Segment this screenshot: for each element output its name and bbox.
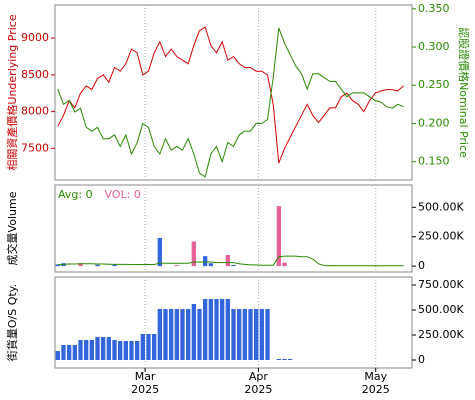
bar bbox=[135, 341, 140, 360]
x-tick-label: Mar 2025 bbox=[131, 370, 160, 396]
panel-frame bbox=[54, 184, 413, 273]
bar bbox=[186, 309, 191, 360]
bar bbox=[197, 309, 202, 360]
bar bbox=[282, 262, 287, 267]
panel-frame bbox=[54, 276, 413, 369]
bar bbox=[203, 299, 208, 360]
bar bbox=[157, 309, 162, 360]
bar bbox=[225, 254, 230, 267]
bar bbox=[140, 334, 145, 360]
y-tick-label: 8000 bbox=[21, 105, 49, 118]
y-tick-label: 0 bbox=[418, 259, 425, 272]
bar bbox=[208, 299, 213, 360]
bar bbox=[191, 241, 196, 267]
bar bbox=[84, 340, 89, 360]
bar bbox=[276, 206, 281, 267]
y-tick-label: 8500 bbox=[21, 68, 49, 81]
bar bbox=[203, 256, 208, 267]
bar bbox=[259, 309, 264, 360]
y-tick-label: 9000 bbox=[21, 31, 49, 44]
bar bbox=[78, 263, 83, 267]
bar bbox=[146, 334, 151, 360]
bar bbox=[208, 263, 213, 267]
bar bbox=[180, 309, 185, 360]
y2-tick-label: 0.350 bbox=[418, 2, 450, 15]
bar bbox=[101, 337, 106, 360]
bar bbox=[225, 299, 230, 360]
bar bbox=[95, 264, 100, 267]
y-axis-label: 相關資產價格Underlying Price bbox=[5, 14, 19, 170]
bar bbox=[231, 309, 236, 360]
x-tick-label: Apr 2025 bbox=[244, 370, 273, 396]
y-tick-label: 250.00K bbox=[418, 328, 464, 341]
bar bbox=[163, 309, 168, 360]
bar bbox=[89, 340, 94, 360]
y-axis-label: 街貨量O/S Qty. bbox=[5, 284, 19, 361]
bar bbox=[169, 309, 174, 360]
panel-frame bbox=[54, 4, 413, 181]
y2-tick-label: 0.150 bbox=[418, 155, 450, 168]
y-tick-label: 7500 bbox=[21, 141, 49, 154]
y-tick-label: 750.00K bbox=[418, 278, 464, 291]
bar bbox=[220, 299, 225, 360]
x-tick-label: May 2025 bbox=[361, 370, 390, 396]
bar bbox=[95, 337, 100, 360]
bar bbox=[265, 309, 270, 360]
bar bbox=[152, 334, 157, 360]
y2-tick-label: 0.250 bbox=[418, 78, 450, 91]
legend-entry: Avg: 0 bbox=[58, 188, 93, 201]
bar bbox=[174, 265, 179, 267]
y2-tick-label: 0.300 bbox=[418, 40, 450, 53]
bar bbox=[237, 309, 242, 360]
bar bbox=[248, 309, 253, 360]
bar bbox=[276, 359, 281, 360]
y-tick-label: 0 bbox=[418, 353, 425, 366]
bar bbox=[288, 359, 293, 360]
bar bbox=[242, 309, 247, 360]
bar bbox=[72, 345, 77, 360]
bar bbox=[78, 340, 83, 360]
line bbox=[57, 26, 404, 164]
y-tick-label: 500.00K bbox=[418, 303, 464, 316]
bar bbox=[112, 340, 117, 360]
legend-entry: VOL: 0 bbox=[105, 188, 141, 201]
bar bbox=[191, 304, 196, 360]
y-tick-label: 500.00K bbox=[418, 200, 464, 213]
line bbox=[57, 255, 404, 267]
bar bbox=[112, 264, 117, 267]
bar bbox=[231, 264, 236, 267]
bar bbox=[55, 351, 60, 360]
bar bbox=[174, 309, 179, 360]
bar bbox=[118, 341, 123, 360]
bar bbox=[214, 299, 219, 360]
bar bbox=[61, 345, 66, 360]
y-axis-label: 成交量Volume bbox=[5, 191, 19, 265]
y2-axis-label: 認股證價格Nominal Price bbox=[457, 27, 471, 158]
y-tick-label: 250.00K bbox=[418, 230, 464, 243]
bar bbox=[282, 359, 287, 360]
bar bbox=[67, 345, 72, 360]
bar bbox=[254, 309, 259, 360]
bar bbox=[157, 237, 162, 267]
y2-tick-label: 0.200 bbox=[418, 116, 450, 129]
bar bbox=[129, 341, 134, 360]
line bbox=[57, 27, 404, 178]
bar bbox=[106, 337, 111, 360]
bar bbox=[123, 341, 128, 360]
